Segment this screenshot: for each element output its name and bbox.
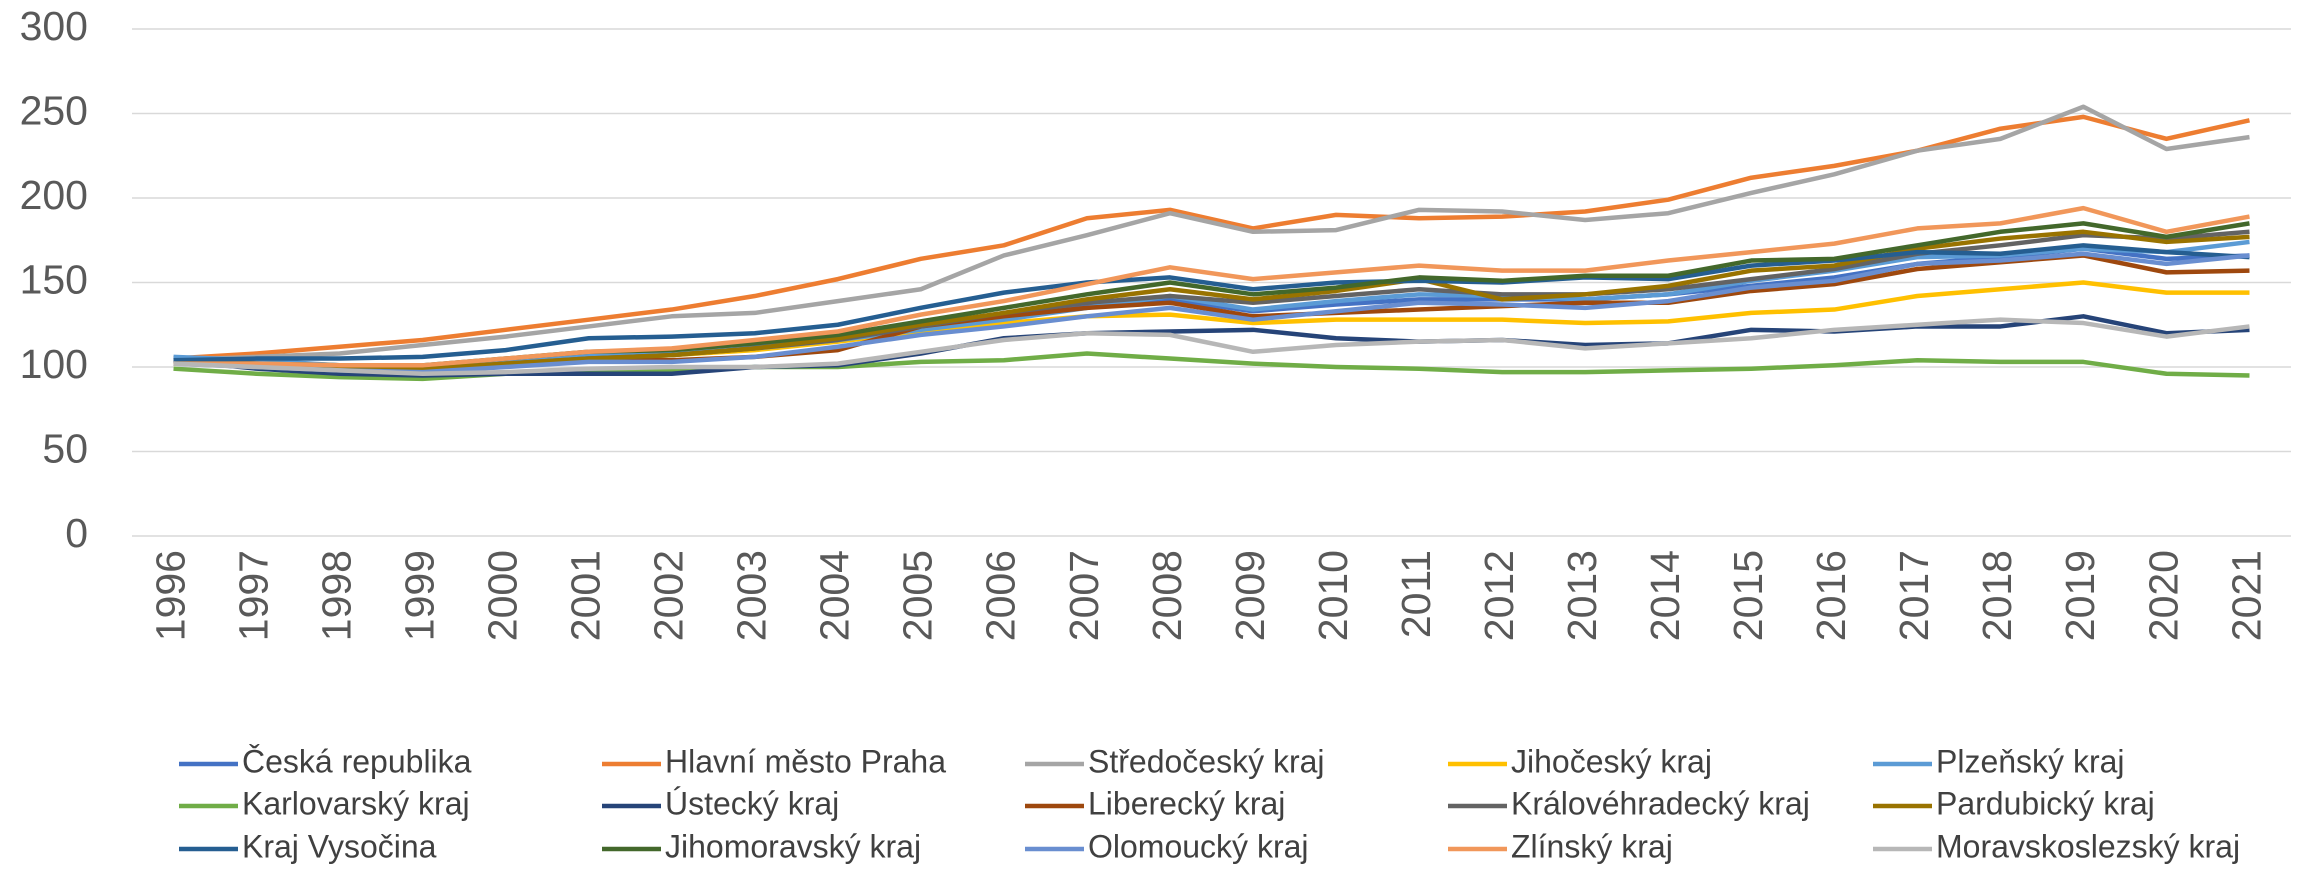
x-tick-label: 1996 — [147, 550, 193, 641]
x-tick-label: 2013 — [1559, 550, 1605, 641]
x-tick-label: 1998 — [313, 550, 359, 641]
x-tick-label: 2020 — [2140, 550, 2186, 641]
x-tick-label: 2016 — [1808, 550, 1854, 641]
legend-label: Pardubický kraj — [1936, 785, 2155, 821]
y-tick-label: 150 — [20, 256, 88, 302]
x-tick-label: 1999 — [396, 550, 442, 641]
x-tick-label: 2000 — [480, 550, 526, 641]
y-tick-label: 50 — [42, 425, 88, 471]
legend-label: Hlavní město Praha — [665, 743, 946, 779]
x-tick-label: 2019 — [2057, 550, 2103, 641]
legend-label: Moravskoslezský kraj — [1936, 828, 2240, 864]
legend-label: Karlovarský kraj — [242, 785, 470, 821]
legend-label: Královéhradecký kraj — [1511, 785, 1810, 821]
x-tick-label: 2003 — [729, 550, 775, 641]
x-tick-label: 2009 — [1227, 550, 1273, 641]
legend-label: Jihomoravský kraj — [665, 828, 921, 864]
series-line — [173, 104, 2250, 363]
x-tick-label: 2005 — [895, 550, 941, 641]
legend-label: Česká republika — [242, 743, 472, 779]
x-tick-label: 2002 — [646, 550, 692, 641]
y-tick-label: 200 — [20, 172, 88, 218]
legend-label: Ústecký kraj — [665, 785, 839, 821]
x-tick-label: 2004 — [812, 550, 858, 641]
x-tick-label: 2011 — [1393, 550, 1439, 638]
x-tick-label: 2021 — [2223, 550, 2269, 641]
series-line — [173, 243, 2250, 363]
x-tick-label: 2015 — [1725, 550, 1771, 641]
series-line — [173, 205, 2250, 368]
y-tick-label: 0 — [65, 510, 88, 556]
legend-label: Liberecký kraj — [1088, 785, 1285, 821]
legend-label: Středočeský kraj — [1088, 743, 1325, 779]
x-tick-label: 2007 — [1061, 550, 1107, 641]
y-tick-label: 100 — [20, 341, 88, 387]
legend-label: Plzeňský kraj — [1936, 743, 2125, 779]
series-line — [173, 317, 2250, 377]
y-tick-label: 300 — [20, 3, 88, 49]
legend-label: Jihočeský kraj — [1511, 743, 1712, 779]
x-tick-label: 1997 — [230, 550, 276, 641]
y-tick-label: 250 — [20, 87, 88, 133]
legend-label: Zlínský kraj — [1511, 828, 1673, 864]
series-line — [173, 251, 2250, 375]
x-tick-label: 2006 — [978, 550, 1024, 641]
x-tick-label: 2012 — [1476, 550, 1522, 641]
x-tick-label: 2014 — [1642, 550, 1688, 641]
x-tick-label: 2018 — [1974, 550, 2020, 641]
x-tick-label: 2017 — [1891, 550, 1937, 641]
legend-label: Kraj Vysočina — [242, 828, 437, 864]
legend-label: Olomoucký kraj — [1088, 828, 1309, 864]
x-tick-label: 2001 — [563, 550, 609, 641]
x-tick-label: 2008 — [1144, 550, 1190, 641]
x-tick-label: 2010 — [1310, 550, 1356, 641]
